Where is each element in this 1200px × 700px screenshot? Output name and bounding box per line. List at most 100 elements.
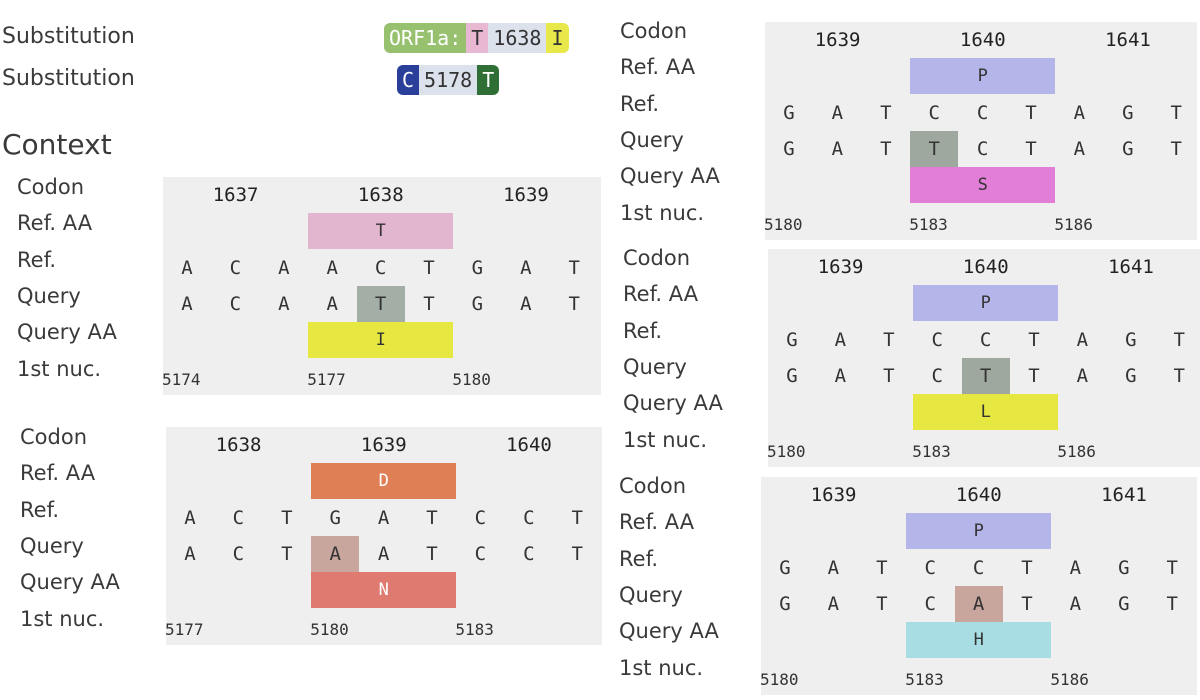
row-label: Ref. xyxy=(619,546,659,571)
query-nucleotide: T xyxy=(1170,137,1182,160)
query-nucleotide: C xyxy=(924,592,936,615)
row-label: Ref. AA xyxy=(20,461,96,486)
query-nucleotide: T xyxy=(1173,364,1185,387)
codon-number: 1638 xyxy=(215,434,262,456)
ref-nucleotide: A xyxy=(834,328,847,351)
ref-nucleotide: T xyxy=(568,256,580,279)
first-nucleotide-position: 5180 xyxy=(764,214,803,234)
ref-nucleotide: A xyxy=(1076,328,1089,351)
ref-nucleotide: T xyxy=(1025,101,1037,124)
query-nucleotide: A xyxy=(1073,137,1086,160)
query-nucleotide: T xyxy=(281,542,293,565)
row-label: Query xyxy=(20,533,84,558)
query-nucleotide: G xyxy=(786,364,798,387)
first-nucleotide-position: 5177 xyxy=(307,369,346,389)
first-nucleotide-position: 5180 xyxy=(767,441,806,461)
substitution-pill-aa: ORF1a: T 1638 I xyxy=(384,23,569,53)
ref-nucleotide: A xyxy=(278,256,290,279)
first-nucleotide-position: 5186 xyxy=(1054,214,1093,234)
query-nucleotide: A xyxy=(834,364,847,387)
row-label: Ref. AA xyxy=(619,510,695,535)
codon-number: 1639 xyxy=(810,484,857,506)
row-label: Query AA xyxy=(619,619,719,644)
ref-nucleotide: G xyxy=(786,328,798,351)
query-nucleotide: T xyxy=(426,542,438,565)
query-nucleotide: A xyxy=(520,292,532,315)
pill-segment: C xyxy=(397,65,420,95)
ref-aa-box: P xyxy=(910,58,1056,95)
first-nucleotide-position: 5180 xyxy=(760,669,799,689)
pill-segment: 5178 xyxy=(419,65,478,95)
context-title: Context xyxy=(2,128,112,161)
codon-number: 1641 xyxy=(1108,256,1154,278)
query-aa-box: H xyxy=(906,622,1052,659)
pill-segment: 1638 xyxy=(488,23,547,53)
row-label: Codon xyxy=(619,474,686,498)
ref-nucleotide: G xyxy=(1118,556,1130,579)
ref-nucleotide: G xyxy=(471,256,484,279)
row-label: Codon xyxy=(17,175,84,199)
query-nucleotide: C xyxy=(474,542,487,565)
row-label: Ref. xyxy=(17,247,57,272)
query-nucleotide: C xyxy=(976,137,989,160)
row-label: 1st nuc. xyxy=(620,200,705,225)
row-label: 1st nuc. xyxy=(20,606,105,631)
ref-nucleotide: C xyxy=(976,101,989,124)
query-nucleotide: T xyxy=(568,292,580,315)
row-label: Ref. xyxy=(20,497,60,522)
ref-nucleotide: G xyxy=(329,506,341,529)
row-label: 1st nuc. xyxy=(17,356,102,381)
ref-nucleotide: C xyxy=(374,256,387,279)
ref-nucleotide: A xyxy=(1069,556,1082,579)
query-nucleotide: A xyxy=(1076,364,1089,387)
ref-nucleotide: T xyxy=(571,506,583,529)
codon-number: 1639 xyxy=(360,434,407,456)
row-label: Query AA xyxy=(620,164,720,189)
first-nucleotide-position: 5183 xyxy=(905,669,944,689)
ref-aa-box: D xyxy=(311,463,457,500)
substitution-label-1: Substitution xyxy=(2,24,135,49)
codon-number: 1640 xyxy=(506,434,552,456)
row-label: Query xyxy=(620,127,684,152)
pill-segment: T xyxy=(466,23,489,53)
query-nucleotide-mutated: A xyxy=(311,535,360,572)
ref-nucleotide: T xyxy=(281,506,293,529)
ref-nucleotide: G xyxy=(1125,328,1137,351)
first-nucleotide-position: 5174 xyxy=(162,369,201,389)
ref-nucleotide: T xyxy=(1021,556,1033,579)
ref-nucleotide: T xyxy=(883,328,895,351)
codon-number: 1641 xyxy=(1101,484,1147,506)
query-nucleotide: G xyxy=(1125,364,1137,387)
query-nucleotide: C xyxy=(232,542,245,565)
ref-nucleotide: C xyxy=(928,101,940,124)
query-aa-box: I xyxy=(308,322,454,359)
query-nucleotide: G xyxy=(1118,592,1130,615)
query-nucleotide: T xyxy=(1166,592,1178,615)
row-label: Codon xyxy=(623,246,690,270)
codon-number: 1639 xyxy=(817,256,864,278)
row-label: Query AA xyxy=(17,320,117,345)
ref-nucleotide: A xyxy=(326,256,338,279)
row-label: Query AA xyxy=(20,570,120,595)
row-label: 1st nuc. xyxy=(619,655,704,680)
query-nucleotide: T xyxy=(1025,137,1037,160)
query-nucleotide: C xyxy=(229,292,242,315)
codon-number: 1639 xyxy=(503,184,549,206)
row-label: Ref. AA xyxy=(620,55,696,80)
row-label: Query xyxy=(623,354,687,379)
query-nucleotide: A xyxy=(184,542,196,565)
query-nucleotide: A xyxy=(278,292,290,315)
row-label: Ref. AA xyxy=(17,211,93,236)
query-nucleotide-mutated: T xyxy=(961,357,1010,394)
query-nucleotide: T xyxy=(876,592,888,615)
query-nucleotide-mutated: A xyxy=(954,585,1003,622)
ref-nucleotide: A xyxy=(181,256,193,279)
codon-number: 1637 xyxy=(212,184,259,206)
first-nucleotide-position: 5183 xyxy=(909,214,948,234)
query-aa-box: N xyxy=(311,572,457,609)
codon-number: 1639 xyxy=(814,29,861,51)
pill-segment: ORF1a: xyxy=(384,23,467,53)
query-nucleotide: T xyxy=(571,542,583,565)
query-nucleotide: A xyxy=(326,292,338,315)
codon-number: 1641 xyxy=(1105,29,1151,51)
